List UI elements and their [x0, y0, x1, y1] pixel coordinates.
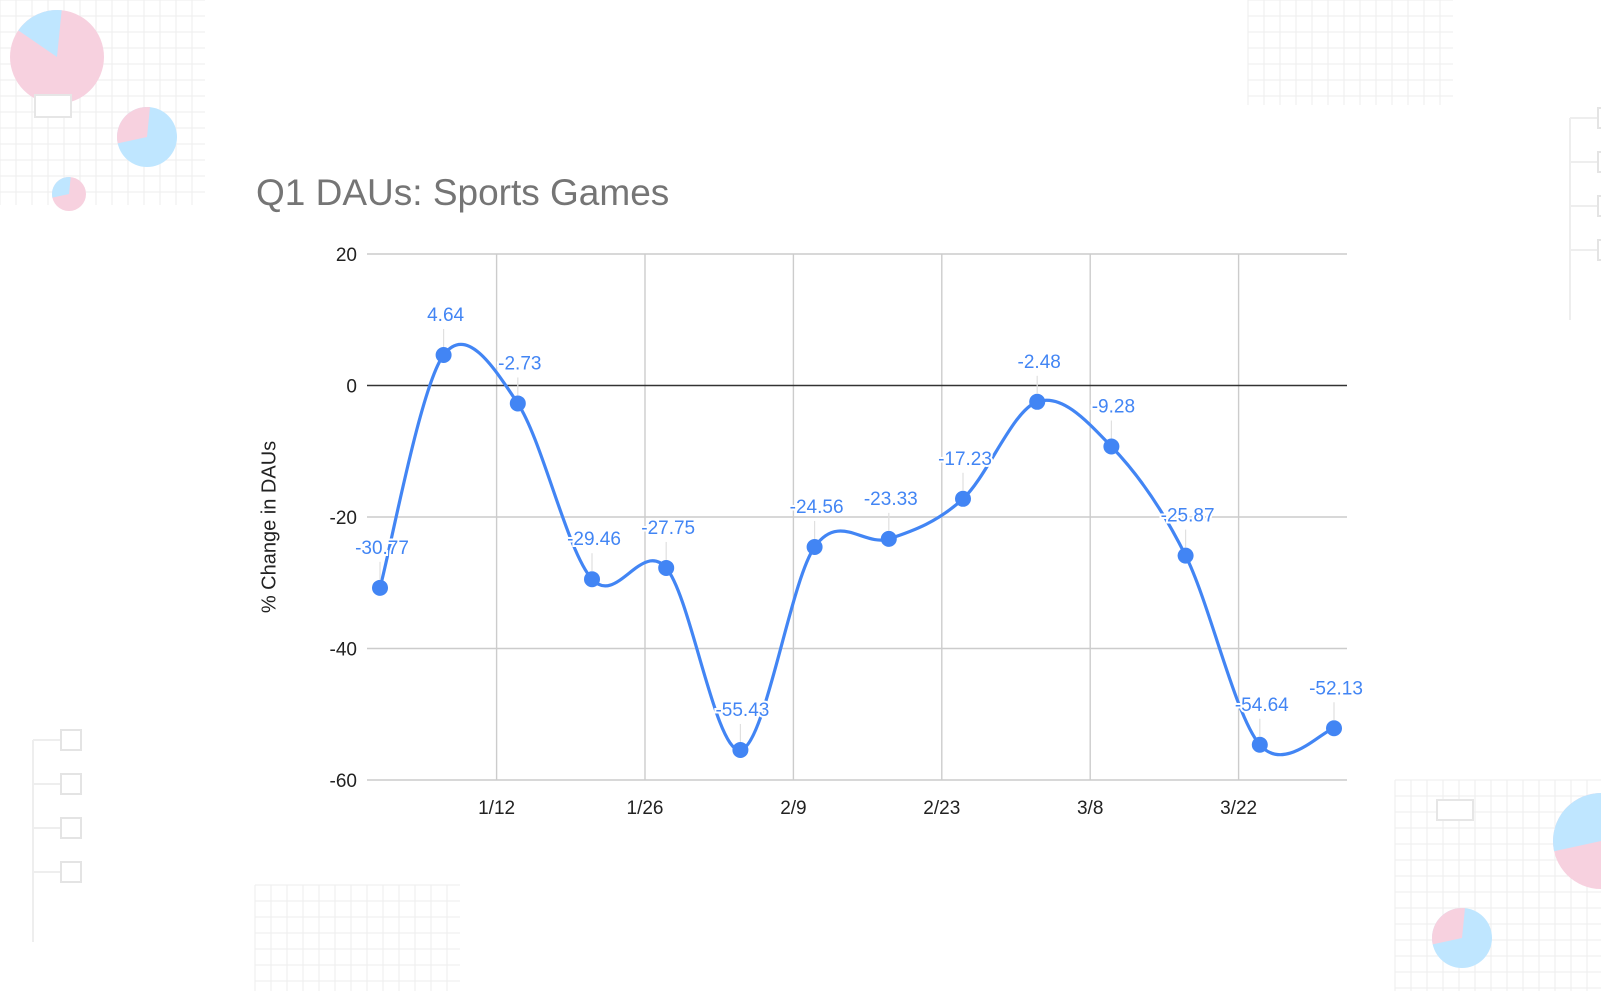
data-point: [732, 741, 749, 758]
data-point: [509, 395, 526, 412]
data-label: -2.48: [1018, 352, 1061, 373]
data-point: [880, 530, 897, 547]
data-label: -25.87: [1161, 506, 1215, 527]
deco-grid-bottom-left: [254, 884, 460, 991]
chart-gridlines: [367, 253, 1347, 781]
y-tick-label: 20: [336, 245, 357, 266]
data-point: [806, 538, 823, 555]
data-label: -55.43: [715, 700, 769, 721]
data-label: -17.23: [938, 449, 992, 470]
data-label: -52.13: [1309, 678, 1363, 699]
data-point: [584, 571, 600, 588]
y-tick-label: 0: [346, 377, 357, 398]
x-tick-label: 3/22: [1220, 798, 1257, 819]
y-tick-label: -60: [330, 771, 357, 792]
deco-pie-small: [51, 176, 86, 211]
x-tick-label: 2/9: [780, 798, 806, 819]
deco-grid-bottom-right: [1394, 779, 1601, 991]
data-point: [435, 346, 452, 363]
data-label: -30.77: [355, 538, 409, 559]
data-point: [955, 490, 971, 507]
deco-pie-large: [10, 10, 104, 104]
data-label: -23.33: [864, 489, 918, 510]
deco-pie-bottom: [1431, 908, 1492, 968]
data-point: [1029, 393, 1046, 410]
chart-data-labels: -30.774.64-2.73-29.46-27.75-55.43-24.56-…: [353, 303, 1365, 742]
deco-pie-medium: [117, 107, 177, 167]
data-point: [658, 559, 675, 576]
x-tick-label: 3/8: [1077, 798, 1103, 819]
data-label: -9.28: [1092, 397, 1135, 418]
x-tick-label: 1/12: [478, 798, 515, 819]
data-point: [372, 579, 388, 596]
deco-box: [34, 94, 72, 118]
deco-tree-left: [32, 729, 82, 942]
deco-box: [1436, 799, 1474, 821]
deco-grid-top-right: [1247, 0, 1453, 105]
y-axis-label: % Change in DAUs: [258, 440, 281, 614]
chart-axes: 20 0 -20 -40 -60 1/12 1/26 2/9 2/23 3/8 3/22: [330, 245, 1258, 819]
chart-series: [372, 342, 1342, 758]
y-tick-label: -20: [330, 508, 357, 529]
data-label: 4.64: [427, 305, 464, 326]
data-label: -54.64: [1235, 695, 1289, 716]
data-point: [1103, 438, 1120, 455]
x-tick-label: 2/23: [923, 798, 960, 819]
chart-title: Q1 DAUs: Sports Games: [256, 172, 670, 213]
data-point: [1177, 547, 1194, 564]
data-point: [1251, 736, 1268, 753]
deco-tree-right: [1569, 107, 1601, 320]
data-point: [1326, 720, 1342, 737]
data-label: -2.73: [498, 353, 541, 374]
y-tick-label: -40: [330, 640, 357, 661]
deco-pie-right: [1553, 793, 1601, 889]
data-label: -27.75: [641, 518, 695, 539]
data-label: -24.56: [790, 497, 844, 518]
x-tick-label: 1/26: [627, 798, 664, 819]
data-label: -29.46: [567, 529, 621, 550]
